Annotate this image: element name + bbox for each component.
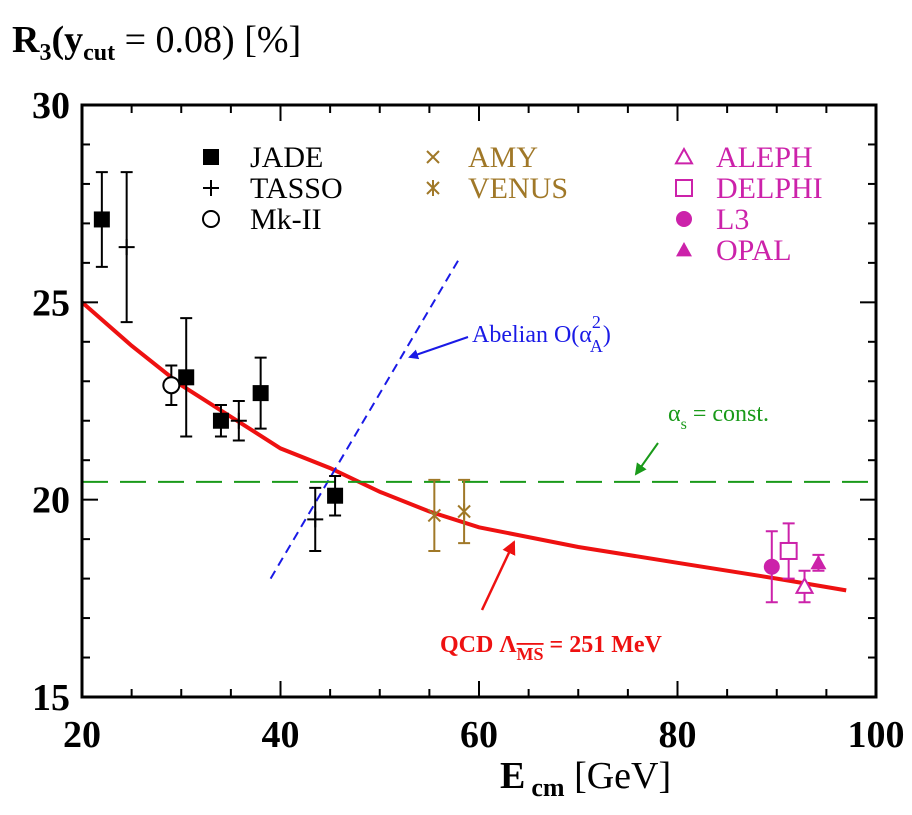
jade-point (327, 487, 344, 504)
y-axis-title-main: R (12, 19, 40, 61)
legend-label-aleph: ALEPH (716, 141, 813, 174)
aleph-point (794, 576, 815, 594)
legend-marker-opal (676, 242, 692, 257)
abelian-annotation: Abelian O(α2 A) (408, 312, 611, 360)
points-layer (93, 171, 827, 604)
y-axis-title: R3(ycut = 0.08) [%] (12, 19, 301, 66)
legend-marker-l3 (676, 211, 692, 227)
delphi-point (779, 541, 798, 560)
y-axis-title-rest: = 0.08) [%] (115, 19, 301, 61)
legend-marker-jade (203, 149, 219, 165)
series-aleph (794, 569, 815, 604)
qcd-label: QCD ΛMS = 251 MeV (440, 632, 663, 664)
alphas-text: α (668, 401, 681, 427)
legend-marker-amy (426, 150, 440, 164)
y-tick-label: 25 (32, 282, 70, 324)
series-mk-ii (162, 364, 181, 406)
abelian-sub: A (590, 336, 603, 356)
legend-label-venus: VENUS (468, 172, 568, 205)
y-tick-label: 30 (32, 85, 70, 127)
y-axis-title-open: (y (51, 19, 83, 61)
legend-label-delphi: DELPHI (716, 172, 823, 205)
legend-item-venus: VENUS (426, 172, 568, 205)
legend-item-delphi: DELPHI (675, 172, 823, 205)
qcd-rest: = 251 MeV (544, 632, 663, 658)
alphas-rest: = const. (687, 401, 769, 427)
qcd-sub: MS (517, 644, 544, 664)
legend-item-aleph: ALEPH (674, 141, 813, 174)
series-delphi (779, 522, 798, 580)
series-tasso (118, 171, 324, 552)
series-opal (810, 553, 827, 572)
venus-point (457, 503, 471, 520)
x-axis-title-rest: [GeV] (565, 755, 672, 797)
legend-marker-venus (426, 180, 440, 196)
qcd-arrow (480, 540, 516, 611)
qcd-annotation: QCD ΛMS = 251 MeV (440, 540, 663, 664)
l3-point (763, 558, 780, 575)
y-tick-label: 20 (32, 480, 70, 522)
legend-item-jade: JADE (203, 141, 323, 174)
x-tick-label: 40 (262, 714, 300, 756)
abelian-close: ) (603, 322, 611, 348)
alphas-label: αs = const. (668, 401, 769, 433)
jade-point (252, 385, 269, 402)
series-venus (457, 478, 471, 545)
jade-point (212, 412, 229, 429)
y-axis-title-sub2: cut (83, 40, 115, 66)
qcd-text: QCD Λ (440, 632, 517, 658)
legend-item-tasso: TASSO (203, 172, 343, 205)
legend-label-l3: L3 (716, 203, 749, 236)
legend-label-mk-ii: Mk-II (250, 203, 322, 236)
legend-marker-mk-ii (202, 210, 220, 228)
legend-item-l3: L3 (676, 203, 749, 236)
abelian-text: Abelian O(α (472, 322, 592, 348)
abelian-arrow (408, 336, 469, 360)
amy-point (427, 508, 442, 523)
curve-abelian (269, 258, 460, 580)
tasso-point (230, 412, 247, 429)
jade-point (178, 369, 195, 386)
alphas-annotation: αs = const. (634, 401, 769, 476)
tasso-point (307, 511, 324, 528)
legend-marker-delphi (675, 179, 693, 197)
alphas-arrow (634, 442, 659, 476)
x-tick-label: 80 (659, 714, 697, 756)
series-jade (93, 171, 344, 517)
alphas-sub: s (681, 416, 687, 433)
series-amy (427, 478, 442, 552)
x-tick-label: 100 (848, 714, 905, 756)
mk-ii-point (162, 376, 181, 395)
legend-marker-aleph (674, 146, 694, 165)
legend-marker-tasso (203, 180, 219, 196)
x-axis-title-sub: cm (531, 773, 565, 802)
abelian-sup: 2 (592, 312, 601, 332)
x-tick-label: 20 (63, 714, 101, 756)
legend-item-opal: OPAL (676, 234, 792, 267)
y-axis-title-sub: 3 (39, 40, 51, 66)
legend-label-jade: JADE (250, 141, 323, 174)
legend-label-tasso: TASSO (250, 172, 343, 205)
legend-item-amy: AMY (426, 141, 538, 174)
x-tick-label: 60 (460, 714, 498, 756)
tasso-point (118, 239, 135, 256)
y-tick-label: 15 (32, 677, 70, 719)
x-axis-title-main: E (500, 755, 525, 797)
opal-point (810, 554, 827, 570)
curve-qcd (80, 300, 847, 593)
series-l3 (763, 530, 780, 604)
abelian-label: Abelian O(α2 A) (472, 312, 611, 356)
jade-point (93, 211, 110, 228)
legend-label-amy: AMY (468, 141, 538, 174)
legend-item-mk-ii: Mk-II (202, 203, 322, 236)
legend-label-opal: OPAL (716, 234, 792, 267)
